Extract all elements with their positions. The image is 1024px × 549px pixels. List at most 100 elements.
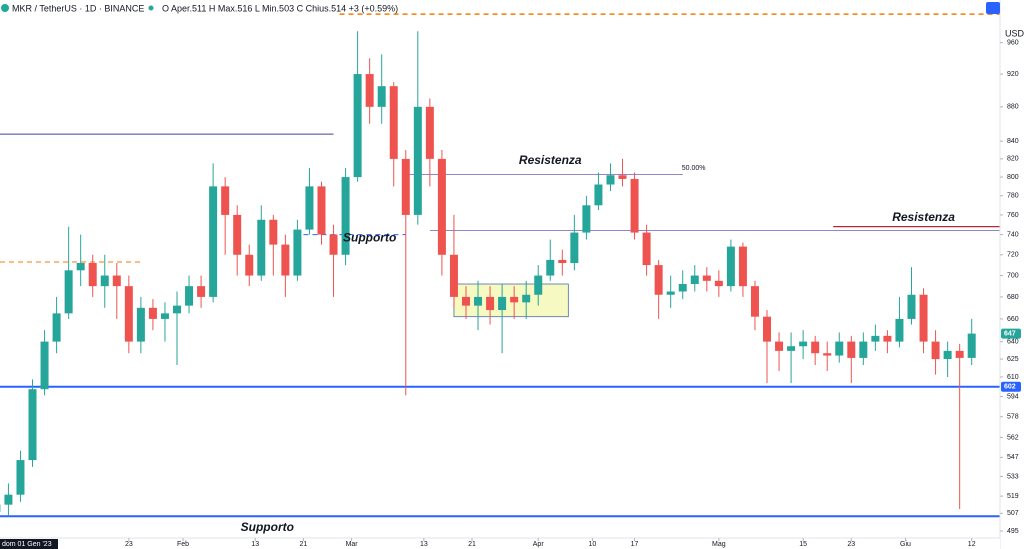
y-tick-label: 740 <box>1007 231 1019 238</box>
candle-body <box>654 265 663 295</box>
candle-body <box>209 186 218 297</box>
candle-body <box>907 294 916 319</box>
candle-body <box>245 254 254 276</box>
annotation: Supporto <box>241 520 294 534</box>
candle-body <box>787 346 796 351</box>
y-tick-label: 519 <box>1007 493 1019 500</box>
candle-body <box>413 106 422 215</box>
candle-body <box>859 341 868 358</box>
annotation: Resistenza <box>519 153 582 167</box>
candle-body <box>582 205 591 233</box>
candle-body <box>28 389 37 461</box>
symbol-icon <box>1 4 9 12</box>
candle-body <box>594 184 603 206</box>
y-tick-label: 760 <box>1007 212 1019 219</box>
candle-body <box>257 219 266 276</box>
x-tick-label: 21 <box>468 541 476 548</box>
y-tick-label: 880 <box>1007 104 1019 111</box>
candle-body <box>763 316 772 342</box>
candle-body <box>197 286 206 297</box>
x-tick-label: Feb <box>177 541 189 548</box>
y-tick-label: 533 <box>1007 473 1019 480</box>
candle-body <box>738 246 747 287</box>
candle-body <box>233 214 242 255</box>
candle-body <box>486 296 495 311</box>
candle-body <box>678 284 687 292</box>
time-axis <box>0 538 1000 549</box>
x-tick-label: Mar <box>346 541 359 548</box>
x-tick-label: 23 <box>847 541 855 548</box>
candle-body <box>534 275 543 295</box>
y-tick-label: 578 <box>1007 414 1019 421</box>
candle-body <box>943 350 952 360</box>
candle-body <box>4 494 13 505</box>
candle-body <box>510 296 519 303</box>
chart-title: MKR / TetherUS · 1D · BINANCE <box>12 3 144 13</box>
candle-body <box>690 275 699 285</box>
settings-badge[interactable] <box>986 2 1000 14</box>
candle-body <box>341 177 350 255</box>
candle-body <box>401 158 410 215</box>
unit-label: USDT <box>1005 28 1024 38</box>
x-tick-label: 12 <box>968 541 976 548</box>
y-tick-label: 920 <box>1007 71 1019 78</box>
x-tick-label: Giu <box>900 541 911 548</box>
y-tick-label: 700 <box>1007 272 1019 279</box>
level-label: 50.00% <box>682 165 706 172</box>
annotation: Resistenza <box>892 210 955 224</box>
candle-body <box>365 74 374 107</box>
x-tick-label: Apr <box>533 541 545 548</box>
price-axis <box>1000 0 1024 549</box>
axes: 960 920 880 840 820 800 780 760 740 720 700 680 660 6… <box>0 40 1021 549</box>
candle-body <box>558 259 567 264</box>
candle-body <box>919 294 928 342</box>
y-tick-label: 594 <box>1007 393 1019 400</box>
x-tick-label: 15 <box>799 541 807 548</box>
x-tick-label: 13 <box>420 541 428 548</box>
candle-body <box>967 333 976 358</box>
y-tick-label: 507 <box>1007 510 1019 517</box>
candle-body <box>185 286 194 306</box>
x-tick-label: 13 <box>251 541 259 548</box>
candle-body <box>823 353 832 356</box>
x-tick-label: 21 <box>300 541 308 548</box>
candle-body <box>799 341 808 347</box>
y-tick-label: 640 <box>1007 338 1019 345</box>
candle-body <box>883 335 892 342</box>
candle-body <box>630 178 639 233</box>
y-tick-label: 720 <box>1007 252 1019 259</box>
x-tick-label: dom 01 Gen '23 <box>2 541 52 548</box>
candle-body <box>269 219 278 245</box>
price-label: 647 <box>1004 330 1016 337</box>
candle-body <box>522 294 531 303</box>
candle-body <box>606 175 615 185</box>
x-tick-label: 10 <box>589 541 597 548</box>
candle-body <box>642 232 651 266</box>
candle-body <box>88 263 97 287</box>
candle-body <box>160 313 169 319</box>
candle-body <box>461 296 470 306</box>
candle-body <box>16 460 25 495</box>
candle-body <box>666 291 675 295</box>
candle-body <box>329 234 338 255</box>
candle-body <box>931 341 940 360</box>
candle-body <box>546 259 555 276</box>
candle-body <box>377 86 386 107</box>
y-tick-label: 780 <box>1007 193 1019 200</box>
candle-body <box>835 341 844 356</box>
candle-body <box>775 341 784 351</box>
candle-body <box>474 296 483 306</box>
x-tick-label: 17 <box>631 541 639 548</box>
annotation: Supporto <box>343 231 396 245</box>
candle-body <box>148 307 157 319</box>
x-tick-label: 23 <box>125 541 133 548</box>
candle-body <box>811 341 820 354</box>
y-tick-label: 820 <box>1007 156 1019 163</box>
y-tick-label: 960 <box>1007 40 1019 47</box>
ohlc-legend: O Aper.511 H Max.516 L Min.503 C Chius.5… <box>162 3 398 13</box>
price-label-box <box>1001 328 1021 339</box>
candle-body <box>895 318 904 342</box>
candle-body <box>437 158 446 255</box>
